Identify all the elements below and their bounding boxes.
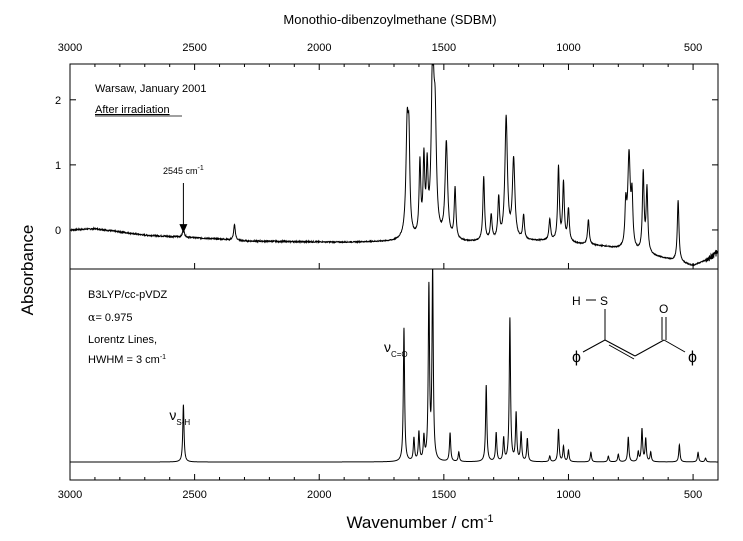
phenyl-right: ϕ [688,349,697,366]
bottom-x-tick-label: 500 [684,489,702,501]
top-x-ticks: 3000 2500 2000 1500 1000 500 [58,42,702,269]
co-subscript: C=O [391,350,408,359]
bottom-x-tick-label: 2500 [182,489,206,501]
y-tick-label: 1 [55,160,61,172]
x-axis-label-text: Wavenumber / cm [346,513,483,532]
y-tick-label: 0 [55,225,61,237]
atom-o: O [659,302,668,316]
atom-s: S [600,294,608,308]
location-date-annotation: Warsaw, January 2001 [95,83,206,95]
x-axis-label: Wavenumber / cm-1 [346,513,493,532]
bond-c3-phenyl [663,339,686,353]
scale-factor-value: = 0.975 [95,312,132,324]
chart-title: Monothio-dibenzoylmethane (SDBM) [283,12,496,27]
top-x-tick-label: 2500 [182,42,206,54]
irradiation-annotation: After irradiation [95,104,170,116]
method-annotation: B3LYP/cc-pVDZ [88,289,168,301]
arrow-annotation-label: 2545 cm-1 [163,165,204,176]
atom-h: H [572,294,581,308]
sh-subscript: S-H [176,418,190,427]
scale-factor-annotation: α= 0.975 [88,311,132,324]
top-x-tick-label: 1500 [432,42,456,54]
bottom-x-tick-label: 1500 [432,489,456,501]
sh-nu-symbol: ν [169,407,176,423]
y-tick-label: 2 [55,95,61,107]
arrow-label-text: 2545 cm [163,166,198,176]
arrow-head [179,224,188,234]
bottom-x-tick-label: 1000 [556,489,580,501]
lineshape-annotation: Lorentz Lines, [88,334,157,346]
bond-c1-phenyl [582,339,606,353]
experimental-spectrum-line [69,64,719,267]
bond-c2-c3 [634,339,665,357]
top-x-tick-label: 1000 [556,42,580,54]
hwhm-annotation: HWHM = 3 cm-1 [88,354,166,366]
co-nu-symbol: ν [384,339,391,355]
hwhm-text: HWHM = 3 cm [88,354,160,366]
x-axis-label-sup: -1 [484,513,494,525]
bottom-x-tick-label: 2000 [307,489,331,501]
bottom-x-ticks: 3000 2500 2000 1500 1000 500 [58,474,702,501]
bond-c1-c2 [604,339,636,357]
arrow-label-sup: -1 [198,165,204,172]
sh-stretch-peak-label: νS-H [169,407,190,427]
co-stretch-peak-label: νC=O [384,339,408,359]
bond-c1-c2-double [608,344,635,360]
bottom-x-tick-label: 3000 [58,489,82,501]
hwhm-sup: -1 [160,354,166,361]
y-axis-label: Absorbance [18,225,37,316]
alpha-symbol: α [88,311,96,324]
molecule-structure: H S O ϕ ϕ [572,294,697,366]
top-x-tick-label: 3000 [58,42,82,54]
calculated-spectrum-line [70,269,718,463]
top-x-tick-label: 500 [684,42,702,54]
top-x-tick-label: 2000 [307,42,331,54]
phenyl-left: ϕ [572,349,581,366]
